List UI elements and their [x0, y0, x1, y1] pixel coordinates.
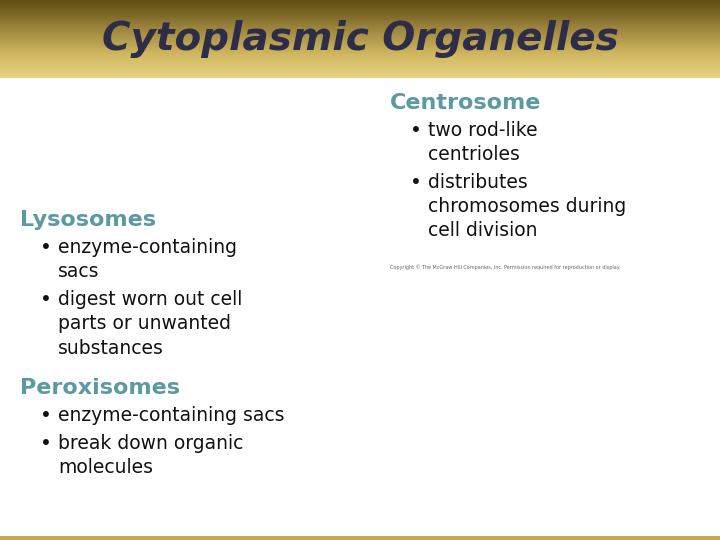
Bar [0, 66, 720, 68]
Bar [0, 2, 720, 4]
Bar [0, 64, 720, 65]
Bar [0, 38, 720, 40]
Bar [0, 70, 720, 71]
Bar [0, 39, 720, 41]
Text: •: • [410, 173, 422, 192]
Bar [0, 19, 720, 21]
Bar [0, 68, 720, 69]
Bar [0, 36, 720, 37]
Bar [0, 22, 720, 23]
Bar [0, 30, 720, 31]
Bar [0, 25, 720, 26]
Bar [0, 26, 720, 28]
Bar [0, 15, 720, 17]
Bar [0, 10, 720, 12]
Bar [0, 58, 720, 59]
Bar [0, 8, 720, 9]
Bar [0, 32, 720, 34]
Bar [0, 28, 720, 29]
Bar [0, 35, 720, 36]
Bar [0, 20, 720, 22]
Bar [0, 4, 720, 6]
Bar [0, 18, 720, 19]
Bar [0, 75, 720, 76]
Bar [0, 37, 720, 39]
Bar [0, 53, 720, 55]
Bar [0, 37, 720, 38]
Bar [0, 2, 720, 3]
Bar [0, 31, 720, 32]
Text: Centrosome: Centrosome [390, 93, 541, 113]
Bar [0, 27, 720, 28]
Text: Lysosomes: Lysosomes [20, 210, 156, 230]
Bar [0, 54, 720, 56]
Bar [0, 48, 720, 49]
Bar [0, 69, 720, 70]
Bar [0, 16, 720, 17]
Bar [0, 3, 720, 5]
Bar [0, 32, 720, 33]
Bar [0, 59, 720, 60]
Text: two rod-like
centrioles: two rod-like centrioles [428, 121, 538, 164]
Bar [0, 65, 720, 66]
Bar [0, 33, 720, 35]
Bar [0, 5, 720, 7]
Text: distributes
chromosomes during
cell division: distributes chromosomes during cell divi… [428, 173, 626, 240]
Bar [0, 13, 720, 15]
Bar [0, 23, 720, 24]
Bar [0, 50, 720, 52]
Bar [0, 44, 720, 46]
Bar [0, 42, 720, 43]
Bar [0, 61, 720, 63]
Text: enzyme-containing sacs: enzyme-containing sacs [58, 406, 284, 425]
Text: digest worn out cell
parts or unwanted
substances: digest worn out cell parts or unwanted s… [58, 290, 243, 357]
Bar [0, 57, 720, 58]
Bar [0, 73, 720, 75]
Bar [0, 60, 720, 62]
Text: •: • [40, 434, 52, 453]
Text: •: • [40, 238, 52, 257]
Bar [0, 12, 720, 14]
Bar [0, 72, 720, 74]
Text: Cytoplasmic Organelles: Cytoplasmic Organelles [102, 20, 618, 58]
Text: Copyright © The McGraw-Hill Companies, Inc. Permission required for reproduction: Copyright © The McGraw-Hill Companies, I… [390, 265, 621, 270]
Bar [0, 29, 720, 30]
Bar [0, 0, 720, 1]
Bar [0, 77, 720, 78]
Bar [0, 11, 720, 12]
Bar [0, 40, 720, 42]
Bar [0, 14, 720, 16]
Bar [0, 71, 720, 72]
Bar [0, 9, 720, 11]
Bar [0, 43, 720, 45]
Bar [0, 536, 720, 540]
Bar [0, 76, 720, 77]
Text: •: • [40, 406, 52, 425]
Text: Peroxisomes: Peroxisomes [20, 378, 180, 398]
Bar [0, 72, 720, 73]
Text: enzyme-containing
sacs: enzyme-containing sacs [58, 238, 237, 281]
Bar [0, 48, 720, 50]
Bar [0, 67, 720, 68]
Bar [0, 43, 720, 44]
Bar [0, 62, 720, 63]
Text: •: • [410, 121, 422, 140]
Bar [0, 63, 720, 64]
Bar [0, 51, 720, 52]
Bar [0, 1, 720, 2]
Bar [0, 8, 720, 10]
Bar [0, 24, 720, 25]
Bar [0, 46, 720, 48]
Bar [0, 56, 720, 58]
Bar [230, 285, 710, 530]
Bar [0, 49, 720, 51]
Bar [0, 45, 720, 47]
Bar [0, 52, 720, 53]
Bar [0, 17, 720, 18]
Bar [0, 21, 720, 23]
Text: break down organic
molecules: break down organic molecules [58, 434, 243, 477]
Text: •: • [40, 290, 52, 309]
Bar [0, 55, 720, 57]
Bar [0, 6, 720, 8]
